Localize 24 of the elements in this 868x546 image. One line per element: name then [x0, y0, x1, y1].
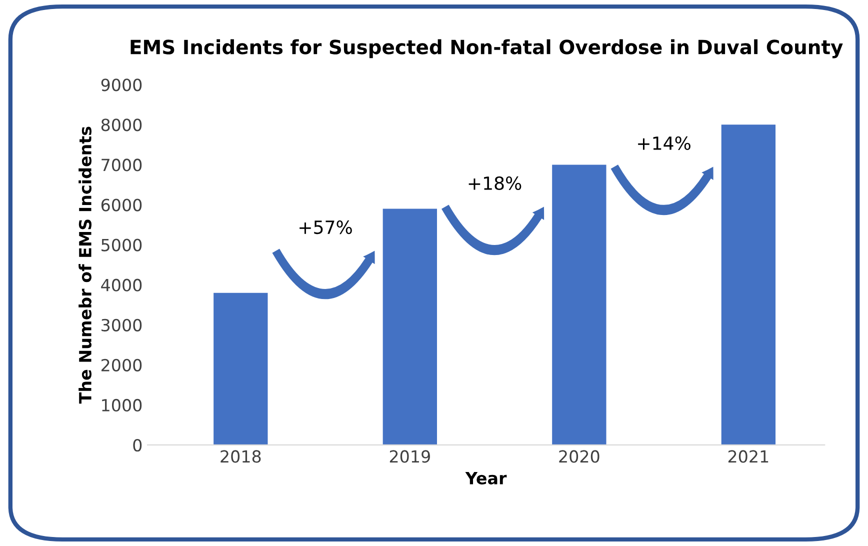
y-tick-label: 0 — [133, 438, 142, 452]
x-tick-label: 2019 — [390, 450, 430, 463]
y-tick-label: 8000 — [101, 118, 142, 132]
bar — [382, 208, 437, 445]
x-tick-label: 2020 — [559, 450, 600, 463]
y-tick-label: 3000 — [102, 318, 142, 332]
x-tick-label: 2021 — [728, 450, 768, 463]
annotation: +14% — [638, 136, 690, 150]
y-tick-label: 4000 — [101, 278, 142, 292]
y-tick-label: 7000 — [102, 158, 142, 172]
bar — [721, 124, 776, 445]
bar — [214, 292, 268, 445]
y-tick-label: 9000 — [101, 78, 142, 92]
y-tick-label: 5000 — [102, 238, 142, 252]
annotation: +18% — [468, 176, 522, 190]
x-tick-label: 2018 — [220, 450, 261, 463]
y-axis-title: The Numebr of EMS Incidents — [78, 126, 92, 404]
chart-title: EMS Incidents for Suspected Non-fatal Overdose in Duval County — [130, 39, 843, 58]
annotation: +57% — [300, 220, 352, 234]
x-axis-title: Year — [465, 472, 507, 484]
y-tick-label: 1000 — [102, 398, 142, 412]
bar — [552, 164, 606, 445]
y-tick-label: 2000 — [102, 358, 142, 372]
y-tick-label: 6000 — [101, 198, 142, 212]
